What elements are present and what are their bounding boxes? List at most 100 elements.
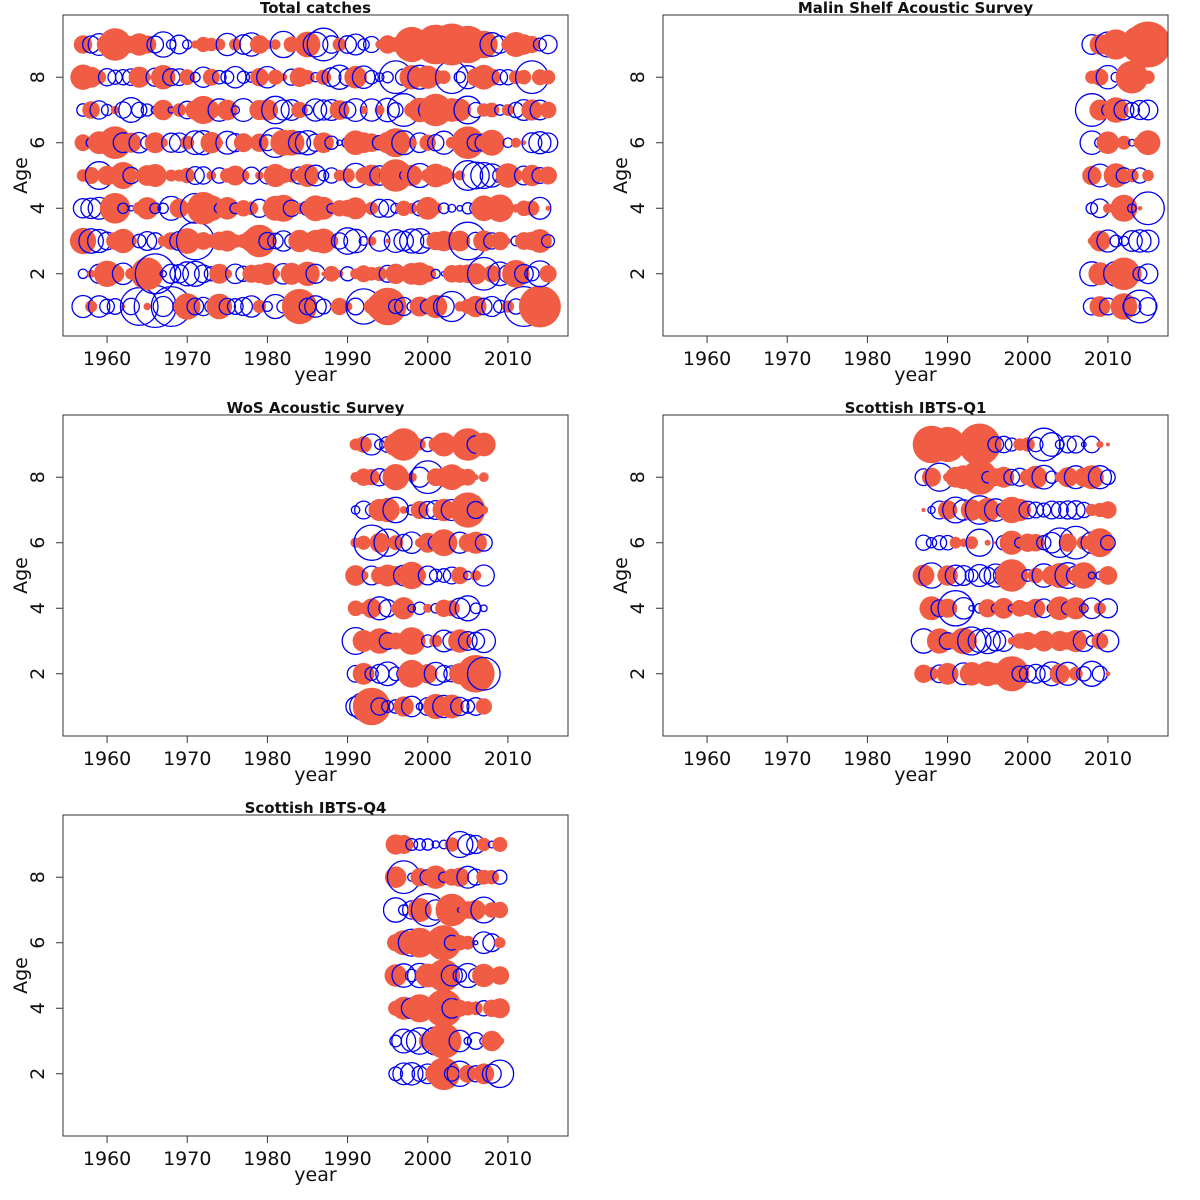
bubble-positive	[250, 68, 269, 87]
bubble-negative	[532, 37, 547, 52]
bubble-positive	[356, 535, 371, 550]
panel-title: Malin Shelf Acoustic Survey	[798, 0, 1033, 17]
bubble-positive	[1115, 60, 1149, 94]
bubble-positive	[330, 297, 349, 316]
bubble-positive	[1026, 533, 1045, 552]
bubble-negative	[315, 298, 332, 315]
bubble-positive	[397, 627, 426, 655]
bubble-positive	[315, 69, 332, 85]
bubble-positive	[451, 566, 469, 585]
bubble-positive	[984, 539, 991, 546]
bubble-positive	[504, 237, 511, 245]
bubble-positive	[362, 133, 381, 152]
bubble-positive	[1096, 440, 1104, 449]
bubble-positive	[965, 536, 978, 550]
bubble-layer	[910, 423, 1120, 692]
bubble-positive	[82, 101, 100, 119]
bubble-positive	[385, 263, 406, 284]
bubble-negative	[360, 433, 383, 456]
bubble-positive	[130, 257, 164, 291]
y-tick-label: 8	[27, 471, 49, 483]
bubble-negative	[357, 38, 370, 51]
bubble-negative	[1137, 99, 1159, 121]
bubble-positive	[270, 269, 281, 279]
bubble-negative	[118, 97, 145, 123]
panel-title: Scottish IBTS-Q4	[245, 799, 387, 817]
bubble-positive	[540, 298, 556, 315]
bubble-negative	[226, 298, 244, 315]
bubble-positive	[484, 870, 499, 885]
x-tick-label: 2000	[404, 1148, 452, 1170]
bubble-positive	[344, 65, 367, 89]
bubble-negative	[965, 528, 994, 557]
x-tick-label: 2010	[484, 348, 532, 370]
bubble-positive	[449, 230, 471, 252]
bubble-positive	[1057, 467, 1078, 488]
bubble-positive	[492, 837, 508, 852]
bubble-negative	[1122, 289, 1157, 324]
bubble-negative	[457, 833, 479, 856]
bubble-positive	[417, 664, 438, 684]
bubble-negative	[381, 70, 394, 84]
bubble-positive	[993, 597, 1015, 619]
bubble-positive	[427, 959, 461, 992]
bubble-negative	[130, 101, 148, 119]
bubble-positive	[359, 106, 368, 114]
bubble-negative	[1129, 99, 1151, 121]
bubble-positive	[471, 432, 496, 457]
plot-frame	[62, 14, 569, 337]
y-axis-label: Age	[10, 157, 32, 194]
panel-scottish-ibts-q4: Scottish IBTS-Q4 1960 1970 1980 1990 2000 2010…	[10, 799, 569, 1186]
bubble-positive	[252, 299, 266, 314]
bubble-positive	[494, 937, 506, 949]
bubble-negative	[452, 968, 468, 983]
bubble-positive	[1103, 203, 1113, 214]
x-axis-label: year	[894, 764, 937, 786]
x-tick-label: 1990	[923, 748, 971, 770]
bubble-negative	[953, 564, 975, 587]
bubble-negative	[333, 227, 362, 255]
x-tick-label: 2010	[484, 1148, 532, 1170]
bubble-negative	[261, 300, 273, 313]
bubble-negative	[461, 161, 490, 190]
bubble-positive	[477, 837, 491, 852]
bubble-positive	[495, 1036, 505, 1046]
bubble-positive	[332, 37, 347, 52]
bubble-negative	[440, 964, 463, 987]
bubble-negative	[287, 131, 312, 155]
bubble-negative	[364, 69, 379, 85]
bubble-positive	[1137, 206, 1143, 211]
bubble-positive	[366, 236, 377, 246]
bubble-positive	[110, 228, 136, 254]
bubble-positive	[1026, 598, 1046, 618]
bubble-positive	[419, 265, 437, 283]
bubble-positive	[401, 164, 423, 187]
bubble-positive	[479, 505, 489, 515]
bubble-positive	[448, 171, 456, 180]
bubble-negative	[405, 837, 419, 852]
bubble-positive	[152, 99, 174, 121]
bubble-negative	[146, 35, 165, 54]
bubble-positive	[502, 260, 530, 288]
bubble-positive	[1027, 567, 1044, 584]
bubble-positive	[510, 137, 521, 148]
bubble-negative	[1027, 501, 1045, 519]
bubble-positive	[1070, 562, 1098, 589]
x-tick-label: 1960	[83, 1148, 131, 1170]
bubble-negative	[1113, 99, 1135, 121]
bubble-negative	[491, 68, 509, 86]
bubble-negative	[137, 230, 158, 252]
bubble-negative	[967, 628, 992, 654]
x-tick-label: 2000	[404, 748, 452, 770]
bubble-positive	[497, 140, 502, 145]
bubble-positive	[1098, 566, 1118, 585]
x-axis-label: year	[294, 364, 337, 386]
bubble-negative	[1131, 191, 1165, 226]
bubble-negative	[122, 297, 140, 316]
bubble-negative	[481, 295, 503, 318]
bubble-negative	[330, 232, 349, 250]
bubble-negative	[472, 564, 495, 587]
bubble-positive	[448, 1037, 455, 1045]
bubble-negative	[394, 533, 413, 552]
bubble-positive	[407, 898, 432, 922]
